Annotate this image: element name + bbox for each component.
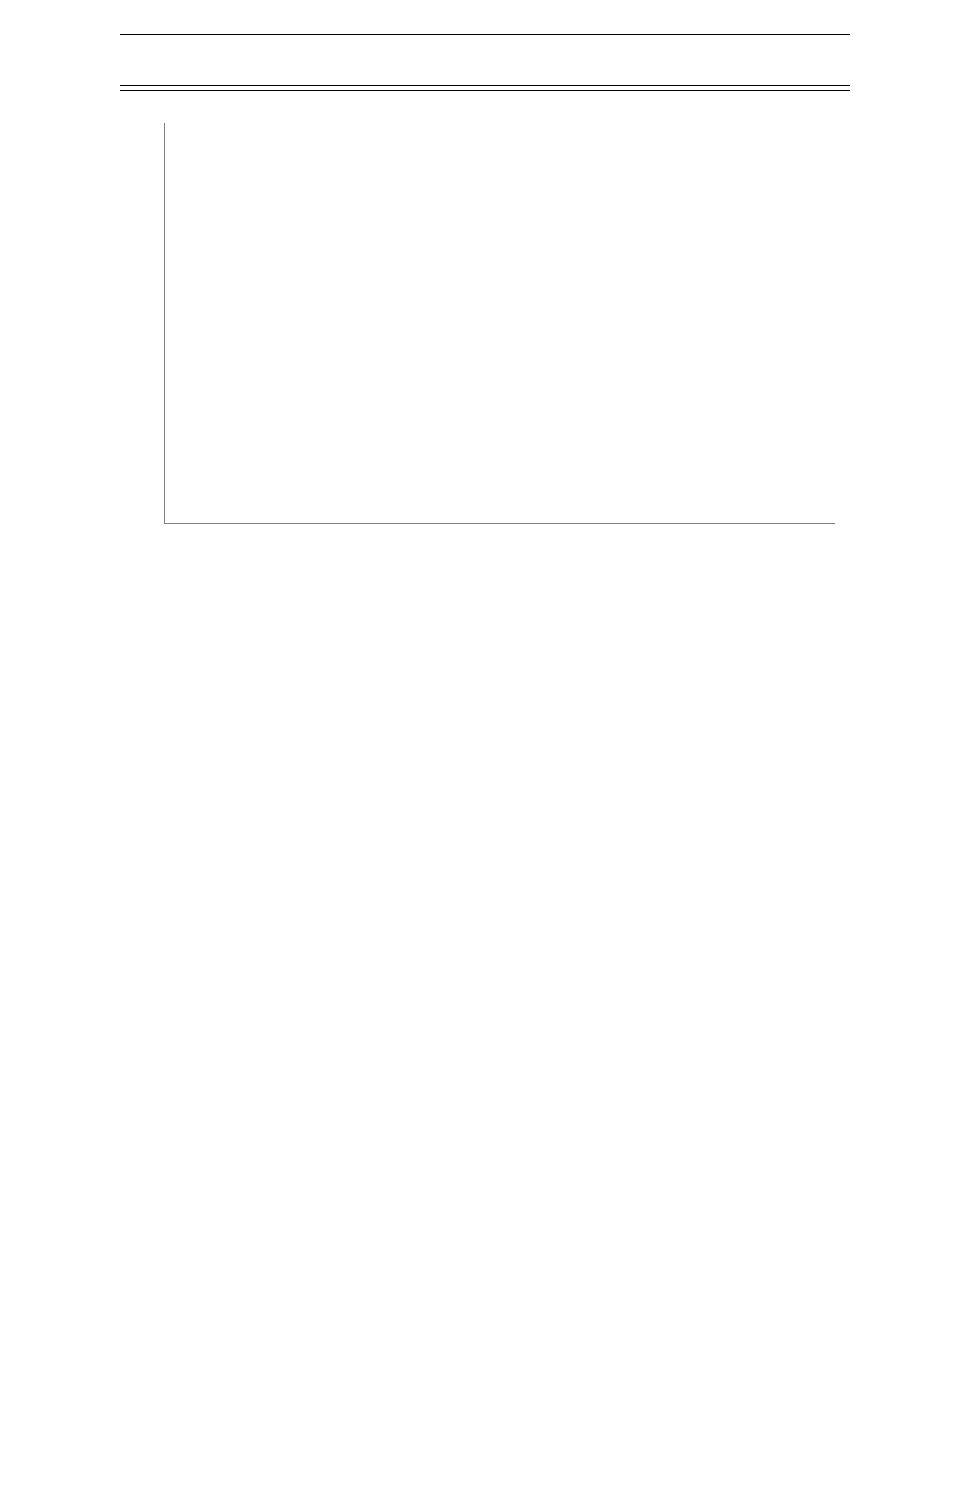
table-header-row	[120, 86, 850, 91]
col-n	[558, 86, 704, 91]
plot-area	[164, 123, 835, 524]
col-pct	[704, 86, 850, 91]
histogram-chart	[120, 113, 850, 593]
page-header	[120, 30, 850, 35]
page	[0, 0, 960, 693]
data-table	[120, 85, 850, 91]
